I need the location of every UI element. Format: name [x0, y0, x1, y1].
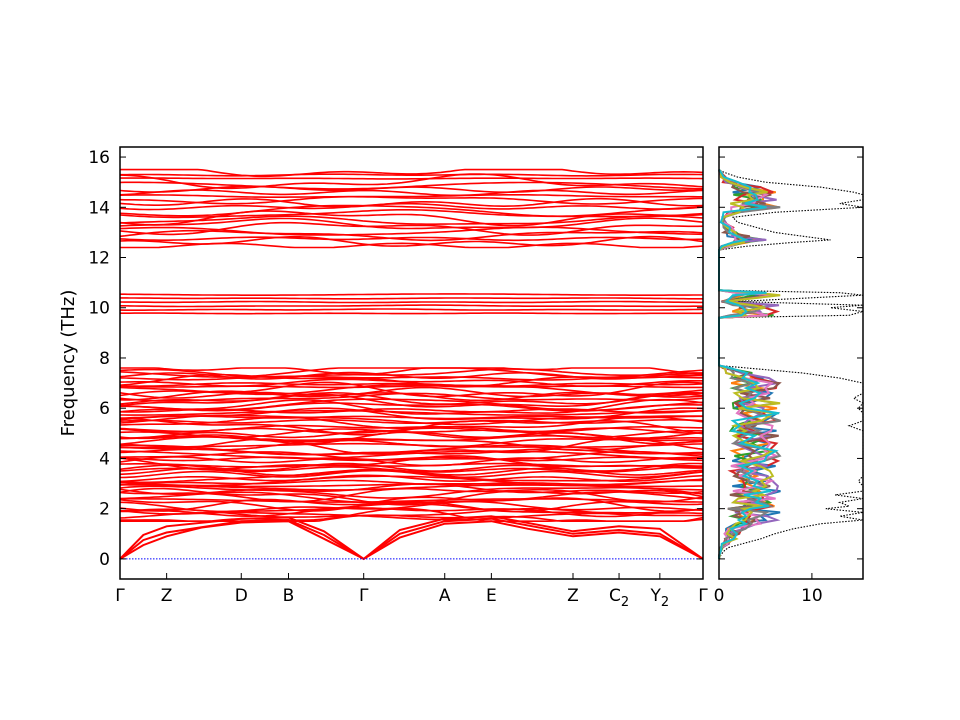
low-optical-band-22 [119, 469, 704, 479]
low-optical-band-14 [119, 485, 704, 499]
k-point-label: Z [161, 586, 173, 606]
low-optical-band-13 [119, 487, 704, 503]
k-point-label: D [235, 586, 248, 606]
low-optical-band-2 [120, 507, 704, 523]
k-point-label: C2 [609, 586, 629, 610]
upper-optical-band-11 [119, 204, 704, 217]
low-optical-band-46 [119, 418, 704, 425]
upper-optical-band-15 [119, 194, 703, 198]
y-axis-label: Frequency (THz) [58, 290, 79, 437]
upper-optical-band-2 [119, 235, 704, 247]
upper-optical-band-8 [119, 215, 704, 225]
y-tick-label: 6 [99, 399, 110, 419]
low-optical-band-10 [120, 497, 704, 503]
acoustic-branch-3 [119, 515, 704, 561]
dos-plot-frame [718, 146, 864, 580]
k-point-label: B [283, 586, 295, 606]
middle-optical-band-1 [120, 312, 703, 315]
y-tick-label: 0 [99, 550, 110, 570]
low-optical-band-7 [119, 500, 704, 513]
acoustic-branch-2 [119, 517, 704, 561]
y-tick-label: 14 [88, 198, 110, 218]
upper-optical-band-7 [119, 217, 704, 230]
k-point-label: E [486, 586, 497, 606]
low-optical-band-50 [120, 409, 703, 416]
low-optical-band-56 [119, 391, 704, 405]
low-optical-band-61 [119, 383, 704, 396]
low-optical-band-19 [119, 475, 704, 487]
k-point-label: Z [567, 586, 579, 606]
low-optical-band-69 [119, 367, 704, 379]
low-optical-band-52 [119, 398, 704, 415]
band-structure-panel: 0 2 4 6 8 10 12 14 16 Γ Z D B Γ A E Z C2 Y2 Γ [88, 146, 708, 610]
band-y-ticks: 0 2 4 6 8 10 12 14 16 [88, 148, 703, 570]
low-optical-band-6 [119, 502, 704, 515]
dos-x-tick-label: 0 [714, 586, 725, 606]
low-optical-band-25 [119, 462, 704, 472]
middle-optical-band-2 [119, 308, 704, 312]
k-point-label: A [439, 586, 451, 606]
total-dos-line [718, 169, 864, 560]
upper-optical-band-6 [119, 221, 704, 236]
upper-optical-band-4 [119, 229, 704, 242]
low-optical-band-67 [119, 371, 703, 380]
upper-optical-band-19 [119, 173, 704, 190]
k-point-label: Γ [115, 586, 125, 606]
y-tick-label: 8 [99, 349, 110, 369]
upper-optical-band-12 [119, 202, 704, 211]
y-tick-label: 2 [99, 500, 110, 520]
upper-optical-band-22 [120, 168, 704, 178]
low-optical-band-49 [119, 407, 704, 421]
middle-optical-band-5 [120, 297, 703, 300]
dos-lines [718, 168, 864, 560]
upper-optical-band-10 [119, 209, 704, 219]
k-point-label: Y2 [650, 586, 670, 610]
band-lines [119, 168, 704, 561]
low-optical-band-44 [120, 417, 704, 436]
k-point-label: Γ [359, 586, 369, 606]
y-tick-label: 4 [99, 449, 110, 469]
y-tick-label: 10 [88, 299, 110, 319]
band-plot-frame [119, 146, 704, 580]
partial-dos-line-10 [718, 169, 780, 559]
middle-optical-band-6 [120, 293, 703, 297]
upper-optical-band-20 [120, 177, 704, 180]
upper-optical-band-13 [119, 197, 704, 208]
low-optical-band-54 [119, 398, 704, 412]
upper-optical-band-21 [120, 173, 704, 177]
low-optical-band-24 [119, 466, 704, 473]
upper-optical-band-3 [119, 236, 703, 242]
y-tick-label: 12 [88, 249, 110, 269]
low-optical-band-43 [119, 424, 703, 433]
acoustic-branch-1 [119, 520, 704, 561]
upper-optical-band-16 [119, 189, 704, 197]
dos-panel: 0 10 [714, 146, 864, 606]
low-optical-band-68 [119, 368, 704, 378]
partial-dos-line-8 [718, 169, 782, 560]
low-optical-band-12 [119, 487, 704, 506]
k-point-label: Γ [698, 586, 708, 606]
middle-optical-band-4 [119, 300, 703, 304]
low-optical-band-5 [119, 506, 704, 518]
low-optical-band-63 [119, 382, 704, 388]
middle-optical-band-3 [120, 304, 703, 308]
low-optical-band-64 [119, 378, 703, 388]
y-tick-label: 16 [88, 148, 110, 168]
dos-x-tick-label: 10 [801, 586, 823, 606]
low-optical-band-41 [119, 428, 704, 439]
low-optical-band-29 [119, 456, 703, 462]
low-optical-band-70 [120, 367, 704, 376]
upper-optical-band-14 [119, 195, 703, 205]
